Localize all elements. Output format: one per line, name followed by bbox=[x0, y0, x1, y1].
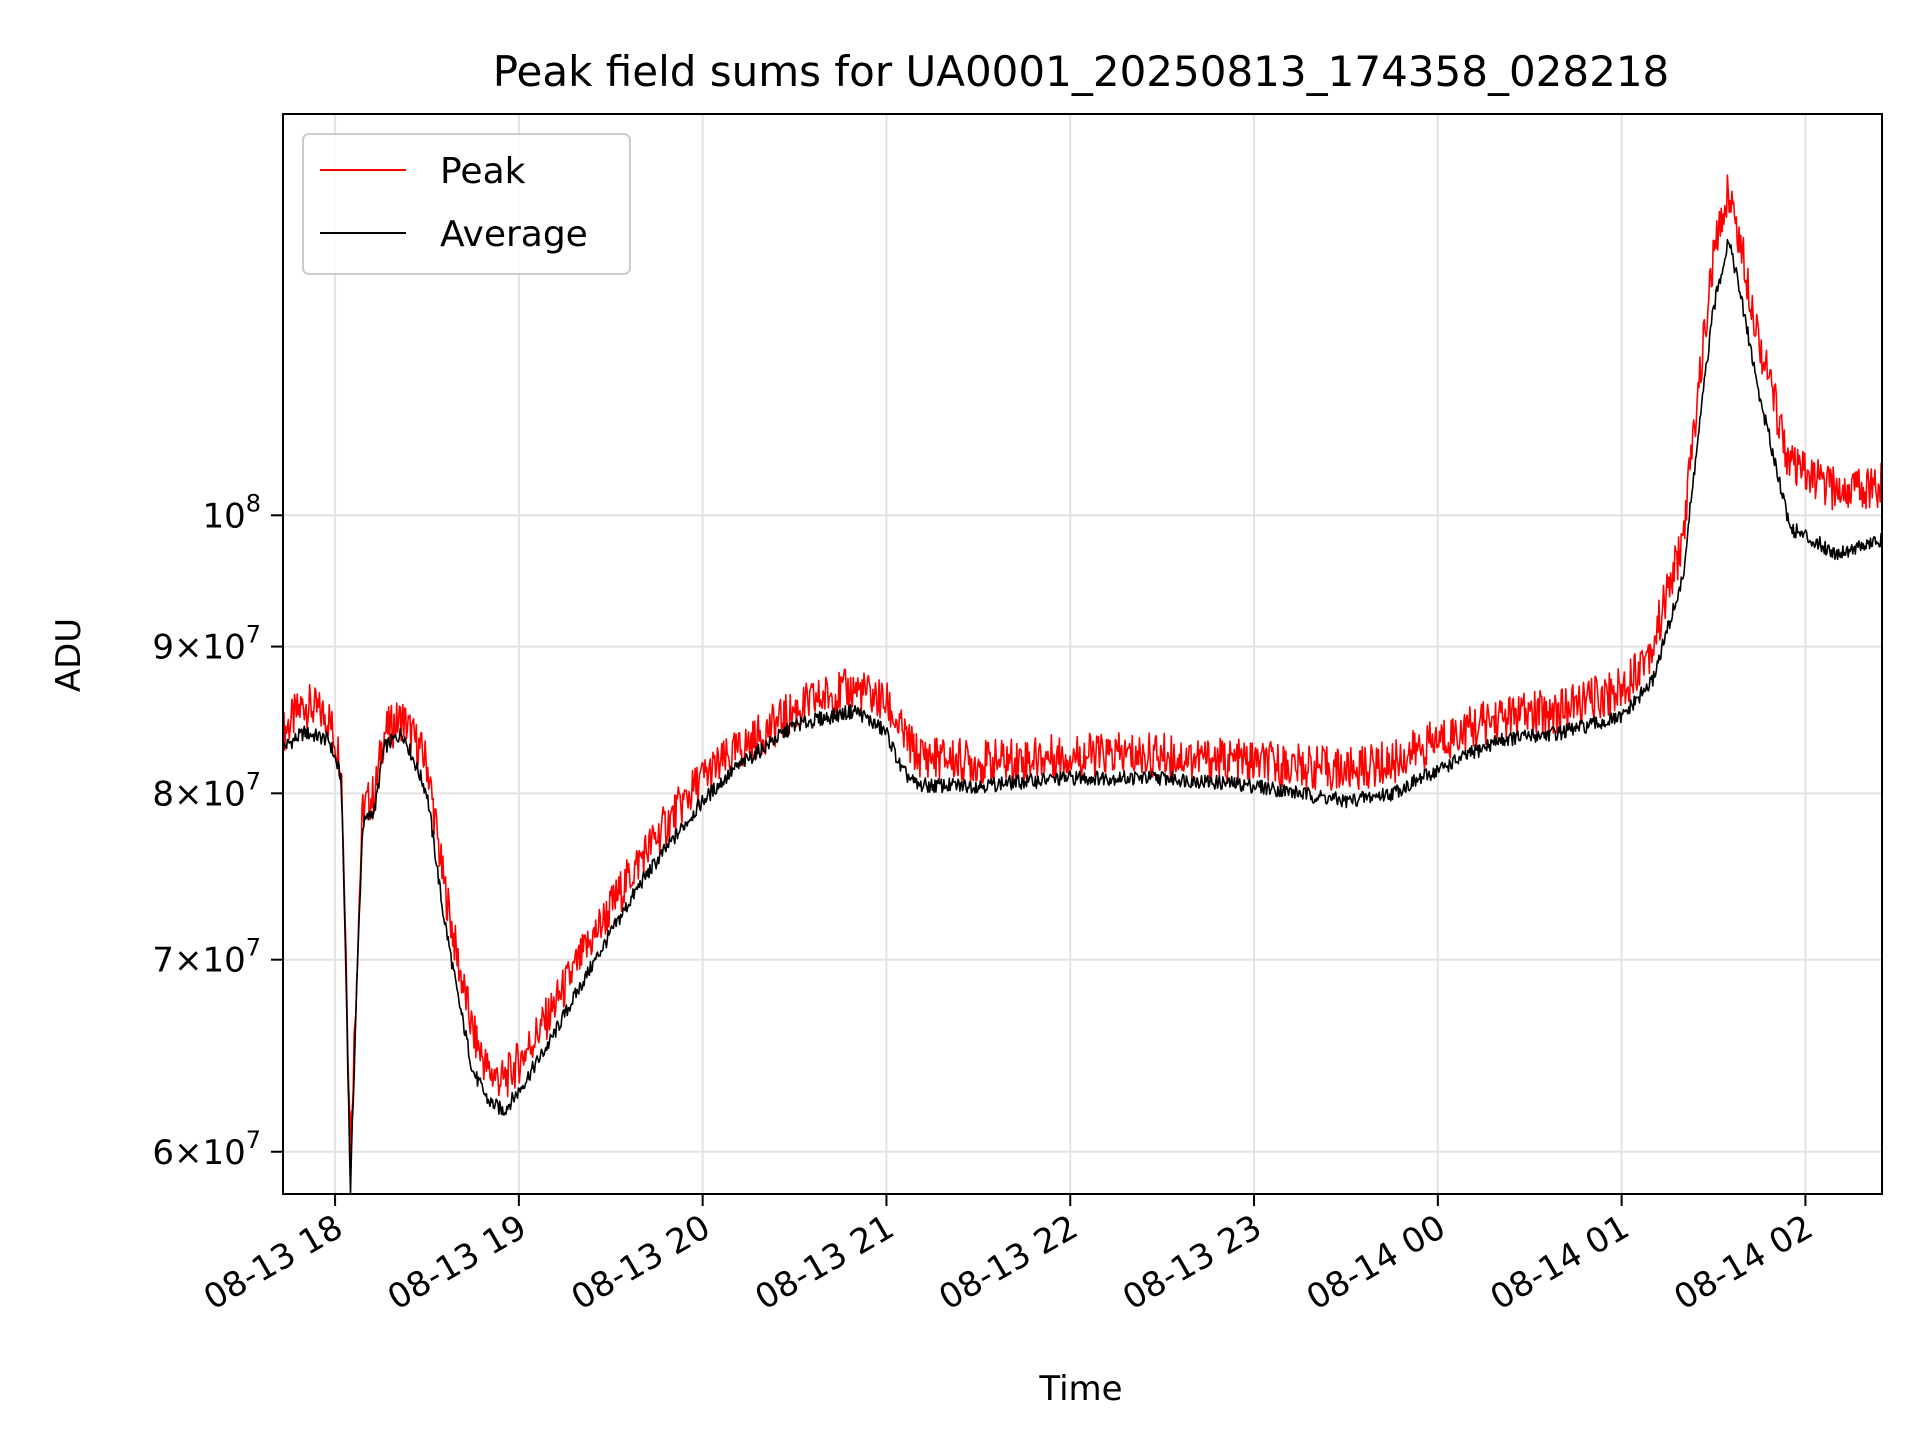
plot-frame bbox=[282, 113, 1883, 1195]
series-line-peak bbox=[282, 174, 1883, 1165]
y-tick-label: 7×107 bbox=[152, 934, 261, 981]
legend-label: Peak bbox=[440, 151, 526, 192]
legend-label: Average bbox=[440, 214, 588, 255]
series-line-average bbox=[282, 238, 1882, 1195]
y-axis: 6×107 7×107 8×107 9×107 108 bbox=[152, 489, 283, 1173]
series-layer bbox=[282, 174, 1883, 1195]
chart-title: Peak field sums for UA0001_20250813_1743… bbox=[493, 47, 1670, 96]
y-tick-label: 6×107 bbox=[152, 1126, 261, 1173]
grid bbox=[283, 114, 1882, 1194]
x-axis-title: Time bbox=[1038, 1369, 1122, 1409]
y-axis-title: ADU bbox=[49, 618, 89, 692]
legend: Peak Average bbox=[302, 133, 631, 275]
y-tick-label: 9×107 bbox=[152, 621, 261, 668]
y-tick-label: 8×107 bbox=[152, 767, 261, 814]
y-tick-label: 108 bbox=[202, 489, 261, 536]
